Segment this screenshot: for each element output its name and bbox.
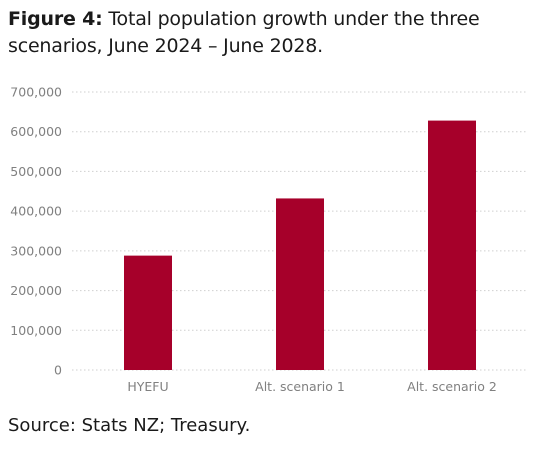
y-tick-label: 400,000 xyxy=(10,204,62,219)
y-tick-label: 600,000 xyxy=(10,124,62,139)
y-tick-label: 700,000 xyxy=(10,85,62,100)
x-tick-label: HYEFU xyxy=(127,379,168,394)
y-tick-label: 0 xyxy=(54,363,62,378)
bar xyxy=(276,198,324,370)
chart-title: Figure 4: Total population growth under … xyxy=(8,6,528,60)
source-note: Source: Stats NZ; Treasury. xyxy=(8,415,251,436)
y-tick-label: 100,000 xyxy=(10,323,62,338)
figure-title: Total population growth under the three … xyxy=(8,8,480,57)
y-tick-label: 300,000 xyxy=(10,243,62,258)
y-tick-label: 500,000 xyxy=(10,164,62,179)
x-tick-label: Alt. scenario 1 xyxy=(255,379,345,394)
figure-label: Figure 4: xyxy=(8,8,103,30)
x-tick-label: Alt. scenario 2 xyxy=(407,379,497,394)
bar xyxy=(124,255,172,370)
bar xyxy=(428,120,476,370)
y-tick-label: 200,000 xyxy=(10,283,62,298)
